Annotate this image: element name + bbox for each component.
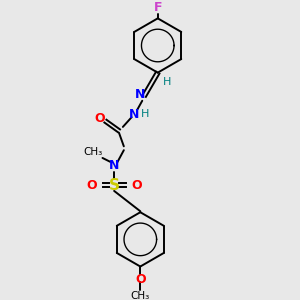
Text: CH₃: CH₃ xyxy=(83,147,102,157)
Text: O: O xyxy=(135,273,146,286)
Text: O: O xyxy=(86,178,97,192)
Text: N: N xyxy=(109,159,119,172)
Text: S: S xyxy=(109,178,120,193)
Text: H: H xyxy=(163,77,172,87)
Text: N: N xyxy=(129,108,140,121)
Text: H: H xyxy=(141,109,149,119)
Text: O: O xyxy=(94,112,105,125)
Text: F: F xyxy=(154,1,162,14)
Text: CH₃: CH₃ xyxy=(131,291,150,300)
Text: O: O xyxy=(131,178,142,192)
Text: N: N xyxy=(135,88,146,101)
